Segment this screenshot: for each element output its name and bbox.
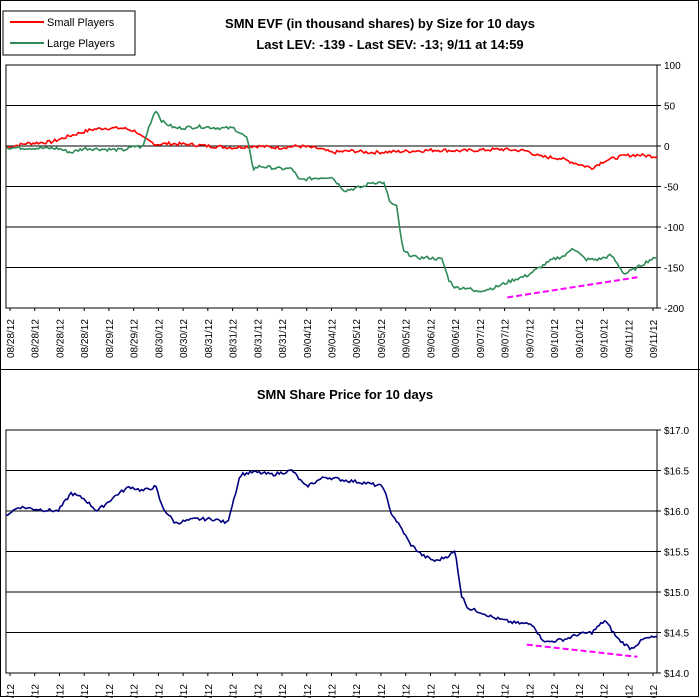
top-xtick-label: 09/10/12 (600, 319, 611, 358)
bottom-xtick-label: 08/31/12 (278, 684, 289, 698)
bottom-ytick-label: $16.0 (664, 507, 689, 518)
top-xtick-label: 09/07/12 (525, 319, 536, 358)
bottom-series-price (5, 469, 658, 651)
top-ytick-label: 0 (664, 142, 670, 153)
legend-box (2, 10, 136, 56)
bottom-xtick-label: 09/06/12 (451, 684, 462, 698)
top-series-small-players (5, 125, 658, 171)
bottom-xtick-label: 09/04/12 (303, 684, 314, 698)
top-ytick-label: -50 (664, 183, 679, 194)
top-xtick-label: 08/29/12 (130, 319, 141, 358)
bottom-xtick-label: 09/10/12 (600, 684, 611, 698)
top-xtick-label: 08/31/12 (278, 319, 289, 358)
top-xtick-label: 09/11/12 (624, 319, 635, 358)
bottom-xtick-label: 09/07/12 (525, 684, 536, 698)
top-ytick-label: 50 (664, 102, 676, 113)
top-xtick-label: 09/10/12 (550, 319, 561, 358)
bottom-xtick-label: 09/04/12 (328, 684, 339, 698)
legend: Small Players Large Players (2, 10, 136, 56)
top-xtick-label: 09/11/12 (649, 319, 660, 358)
bottom-xtick-label: 08/30/12 (154, 684, 165, 698)
top-xtick-label: 09/10/12 (575, 319, 586, 358)
top-ytick-label: -150 (664, 264, 684, 275)
top-xtick-label: 09/06/12 (451, 319, 462, 358)
top-xtick-label: 09/05/12 (402, 319, 413, 358)
top-xtick-label: 08/28/12 (31, 319, 42, 358)
top-xtick-label: 09/07/12 (501, 319, 512, 358)
top-xtick-label: 08/28/12 (6, 319, 17, 358)
bottom-ytick-label: $17.0 (664, 426, 689, 437)
panel-divider (0, 369, 700, 370)
top-xtick-label: 09/07/12 (476, 319, 487, 358)
top-plot-area: 100 50 0 -50 -100 -150 -200 08/28/12 08/28/12 08/… (5, 61, 684, 358)
top-ytick-label: -200 (664, 304, 684, 315)
bottom-xtick-label: 09/11/12 (649, 684, 660, 698)
top-xtick-label: 08/30/12 (154, 319, 165, 358)
bottom-xtick-label: 08/31/12 (253, 684, 264, 698)
bottom-plot-area: $17.0 $16.5 $16.0 $15.5 $15.0 $14.5 $14.0 08/28… (5, 426, 689, 698)
legend-label-large: Large Players (47, 38, 115, 50)
top-xtick-label: 08/31/12 (204, 319, 215, 358)
bottom-xtick-label: 08/31/12 (204, 684, 215, 698)
bottom-ytick-label: $15.0 (664, 588, 689, 599)
top-xtick-label: 08/31/12 (229, 319, 240, 358)
bottom-xtick-label: 09/10/12 (575, 684, 586, 698)
bottom-xtick-label: 09/10/12 (550, 684, 561, 698)
top-xtick-label: 09/04/12 (303, 319, 314, 358)
bottom-xtick-label: 09/06/12 (426, 684, 437, 698)
legend-label-small: Small Players (47, 17, 115, 29)
top-trendline (507, 276, 638, 299)
bottom-xtick-label: 09/05/12 (402, 684, 413, 698)
bottom-xtick-label: 09/11/12 (624, 684, 635, 698)
bottom-chart-title: SMN Share Price for 10 days (257, 387, 433, 402)
bottom-ytick-label: $14.0 (664, 669, 689, 680)
bottom-xtick-label: 09/05/12 (352, 684, 363, 698)
bottom-xtick-label: 09/05/12 (377, 684, 388, 698)
bottom-ytick-label: $14.5 (664, 629, 689, 640)
bottom-xtick-label: 08/28/12 (80, 684, 91, 698)
bottom-trendline (526, 643, 638, 658)
top-xtick-label: 08/29/12 (105, 319, 116, 358)
top-xtick-label: 09/05/12 (352, 319, 363, 358)
bottom-xtick-label: 08/30/12 (179, 684, 190, 698)
top-ytick-label: 100 (664, 61, 681, 72)
top-chart-title: SMN EVF (in thousand shares) by Size for… (225, 16, 535, 31)
top-xtick-label: 08/28/12 (55, 319, 66, 358)
bottom-xtick-label: 08/31/12 (229, 684, 240, 698)
bottom-ytick-label: $16.5 (664, 467, 689, 478)
bottom-xtick-label: 08/28/12 (55, 684, 66, 698)
top-xtick-label: 09/05/12 (377, 319, 388, 358)
top-xtick-label: 09/04/12 (328, 319, 339, 358)
top-chart-subtitle: Last LEV: -139 - Last SEV: -13; 9/11 at … (256, 37, 523, 52)
top-xtick-label: 08/28/12 (80, 319, 91, 358)
top-ytick-label: -100 (664, 223, 684, 234)
bottom-ytick-label: $15.5 (664, 548, 689, 559)
bottom-xtick-label: 09/07/12 (476, 684, 487, 698)
bottom-xtick-label: 08/29/12 (130, 684, 141, 698)
top-xtick-label: 08/30/12 (179, 319, 190, 358)
bottom-xtick-label: 08/28/12 (6, 684, 17, 698)
top-series-large-players (5, 110, 658, 293)
bottom-xtick-label: 09/07/12 (501, 684, 512, 698)
bottom-xtick-label: 08/29/12 (105, 684, 116, 698)
bottom-xtick-label: 08/28/12 (31, 684, 42, 698)
top-xtick-label: 08/31/12 (253, 319, 264, 358)
top-xtick-label: 09/06/12 (426, 319, 437, 358)
